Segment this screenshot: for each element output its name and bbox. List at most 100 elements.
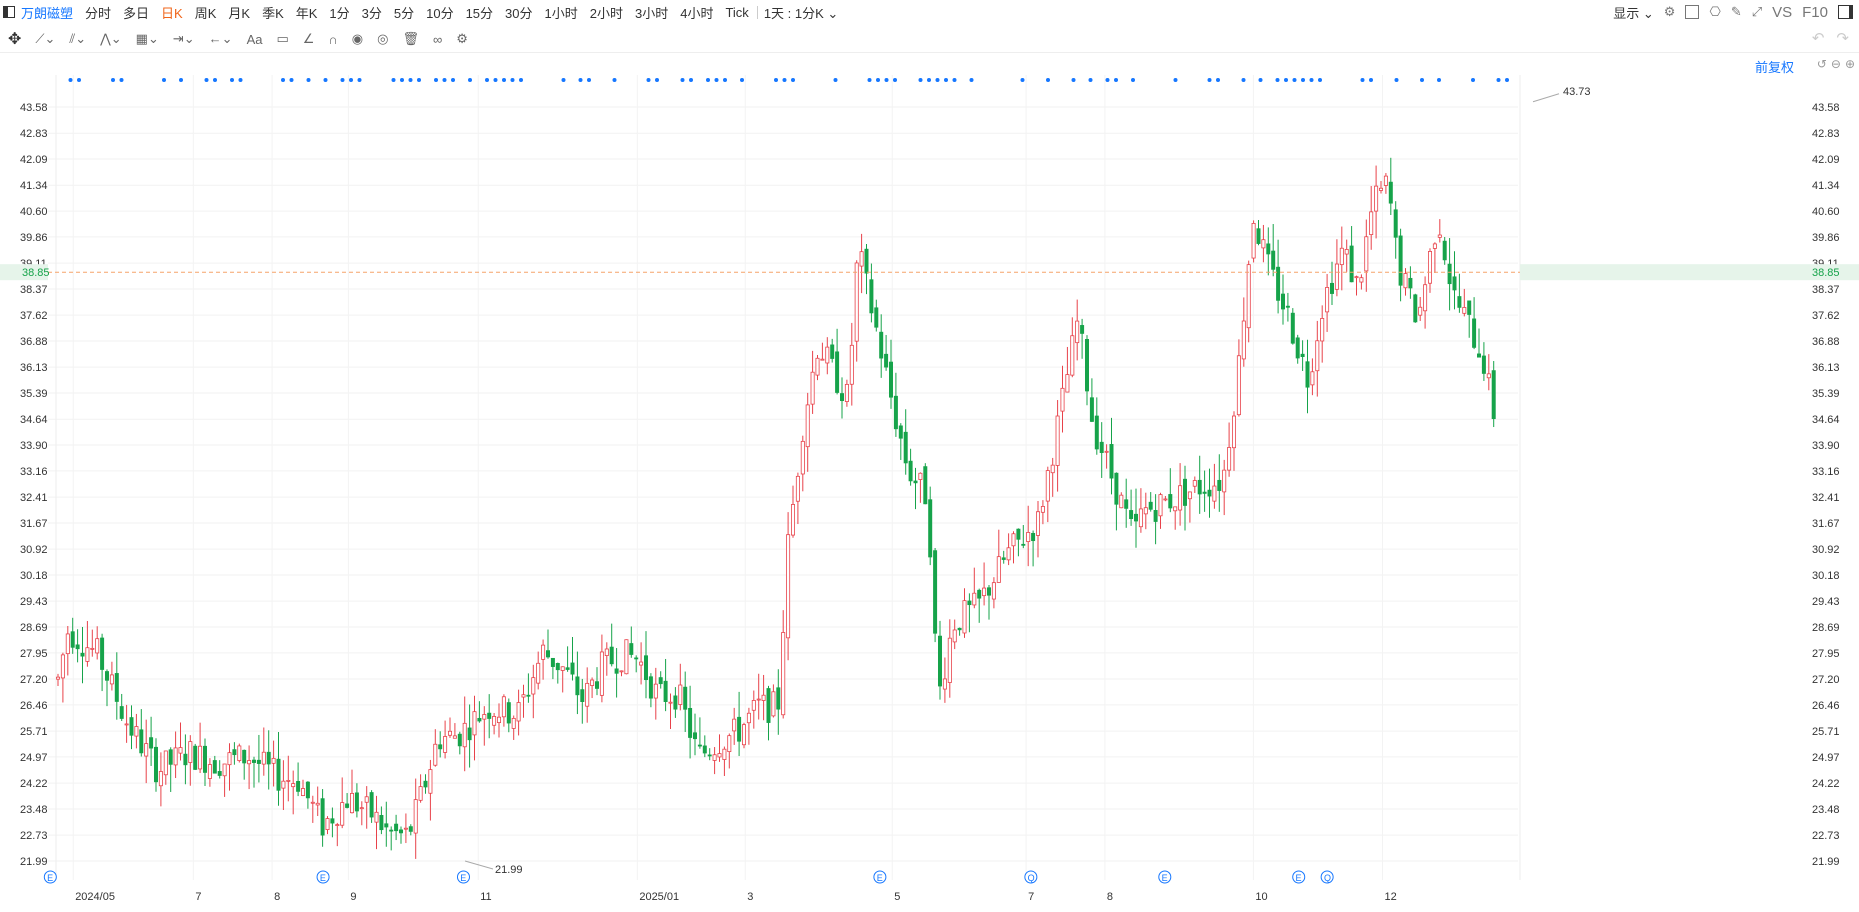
angle-icon[interactable]: ∠ <box>302 31 315 46</box>
fullscreen-icon[interactable]: ⤢ <box>1751 4 1763 19</box>
candle-body <box>634 657 639 660</box>
period-tab[interactable]: 日K <box>161 5 183 21</box>
event-marker[interactable] <box>316 870 330 884</box>
undo-icon[interactable]: ↶ <box>1811 30 1825 47</box>
vs-button[interactable]: VS <box>1772 3 1793 21</box>
candle-body <box>149 737 154 749</box>
period-tab[interactable]: 1小时 <box>544 5 578 21</box>
candle-body <box>183 753 188 766</box>
arrow-tool-icon[interactable]: ←⌄ <box>208 31 233 46</box>
candle-body <box>869 279 874 314</box>
period-tab[interactable]: 3分 <box>361 5 382 21</box>
event-marker-label: E <box>47 873 53 883</box>
period-tab[interactable]: 2小时 <box>589 5 623 21</box>
signal-dot <box>1020 78 1025 82</box>
candle-body <box>139 729 144 754</box>
price-tick-left: 33.90 <box>20 440 48 452</box>
interval-label: 1天 : 1分K <box>763 5 824 21</box>
signal-dot <box>230 78 234 82</box>
period-tab[interactable]: 季K <box>262 5 284 21</box>
event-marker[interactable] <box>1292 870 1306 884</box>
period-tab[interactable]: 3小时 <box>634 5 669 21</box>
price-tick-right: 21.99 <box>1812 856 1840 868</box>
candle-body <box>1486 373 1491 379</box>
period-tab[interactable]: 多日 <box>123 5 150 21</box>
period-tab[interactable]: 1分 <box>329 5 350 21</box>
range-tool-icon[interactable]: ⇥⌄ <box>172 31 195 46</box>
candle-body <box>1085 338 1090 392</box>
period-tab[interactable]: 分时 <box>85 5 112 21</box>
event-marker-label: E <box>1162 873 1168 883</box>
price-tick-right: 27.95 <box>1812 648 1840 660</box>
candle-body <box>369 792 374 818</box>
period-tab[interactable]: 5分 <box>393 5 415 21</box>
channel-tool-icon[interactable]: ⫽⌄ <box>69 31 87 46</box>
adjust-toggle[interactable]: 前复权 <box>1754 60 1794 75</box>
period-tab[interactable]: 15分 <box>465 5 494 21</box>
candle-body <box>683 686 688 710</box>
zoom-out-icon[interactable]: ⊖ <box>1830 57 1841 71</box>
redo-icon[interactable]: ↷ <box>1836 30 1849 47</box>
period-tab[interactable]: 30分 <box>505 5 533 21</box>
signal-dot <box>1284 78 1288 82</box>
wave-tool-icon[interactable]: ⋀⌄ <box>100 31 122 46</box>
candle-body <box>913 480 918 484</box>
period-tab[interactable]: 月K <box>228 5 251 21</box>
price-tick-left: 36.88 <box>20 336 48 348</box>
comment-icon[interactable]: ▭ <box>276 31 289 46</box>
period-tab[interactable]: 10分 <box>426 5 454 21</box>
candle-body <box>95 638 100 654</box>
candle-body <box>1462 307 1467 314</box>
stock-name[interactable]: 万朗磁塑 <box>21 5 74 21</box>
candle-body <box>1403 273 1408 289</box>
candle-body <box>90 647 95 650</box>
event-marker[interactable] <box>1024 870 1038 884</box>
display-menu[interactable]: 显示 ⌄ <box>1613 3 1654 22</box>
candle-body <box>1124 499 1129 509</box>
event-marker[interactable] <box>456 870 470 884</box>
event-marker[interactable] <box>1320 870 1334 884</box>
candle-body <box>1251 223 1256 259</box>
current-price-left: 38.85 <box>22 267 50 279</box>
pencil-icon[interactable]: ✎ <box>1730 4 1742 19</box>
settings-icon[interactable]: ⚙ <box>456 31 468 46</box>
event-marker[interactable] <box>873 870 887 884</box>
trash-icon[interactable]: 🗑 <box>402 31 419 46</box>
candle-body <box>761 694 766 701</box>
candle-body <box>212 760 217 774</box>
link-icon[interactable]: ∞ <box>432 31 443 47</box>
period-tab[interactable]: 4小时 <box>680 5 714 21</box>
interval-select[interactable]: 1天 : 1分K ⌄ <box>764 3 839 22</box>
high-label: 43.73 <box>1563 86 1591 98</box>
event-marker[interactable] <box>43 870 57 884</box>
candle-body <box>266 751 271 765</box>
current-price-right: 38.85 <box>1812 267 1840 279</box>
line-tool-icon[interactable]: ⟋⌄ <box>35 31 56 46</box>
period-tab[interactable]: Tick <box>725 4 749 20</box>
period-tab[interactable]: 周K <box>194 5 217 21</box>
price-tick-left: 40.60 <box>20 206 48 218</box>
candle-body <box>942 678 947 690</box>
period-tab[interactable]: 年K <box>295 5 318 21</box>
sidebar-toggle-icon[interactable] <box>3 6 15 18</box>
zoom-in-icon[interactable]: ⊕ <box>1844 57 1855 71</box>
reset-icon[interactable]: ↺ <box>1816 57 1827 71</box>
lock-icon[interactable]: ◎ <box>377 31 389 46</box>
candle-body <box>163 750 168 776</box>
panel-right-icon[interactable] <box>1838 5 1853 19</box>
measure-tool-icon[interactable]: ▦⌄ <box>135 31 159 46</box>
eye-icon[interactable]: ◉ <box>351 31 364 46</box>
event-marker[interactable] <box>1158 870 1172 884</box>
magnet-icon[interactable]: ∩ <box>328 31 338 47</box>
f10-button[interactable]: F10 <box>1802 3 1828 21</box>
gear-icon[interactable]: ⚙ <box>1663 4 1676 19</box>
layout-icon[interactable] <box>1685 5 1700 19</box>
text-tool-icon[interactable]: Aa <box>246 31 263 47</box>
candle-body <box>1163 498 1168 501</box>
signal-dot <box>1258 78 1263 82</box>
candle-body <box>746 712 751 724</box>
candle-body <box>570 662 575 675</box>
move-icon[interactable]: ✥ <box>8 31 22 48</box>
camera-icon[interactable]: ⎔ <box>1709 4 1721 19</box>
